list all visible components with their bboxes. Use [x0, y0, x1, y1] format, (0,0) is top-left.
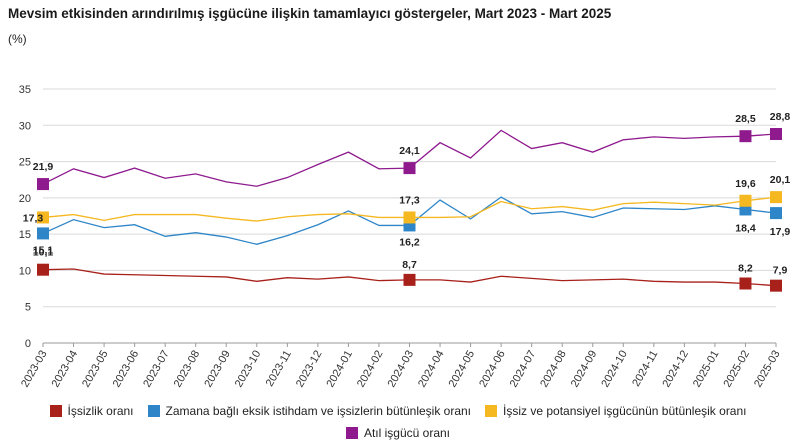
y-tick-label: 30	[19, 120, 31, 132]
x-tick-label: 2023-04	[50, 349, 81, 390]
data-marker	[403, 162, 416, 175]
legend-label: Atıl işgücü oranı	[363, 426, 451, 440]
data-marker	[37, 227, 49, 240]
x-tick-label: 2024-02	[355, 349, 386, 390]
x-tick-label: 2024-09	[569, 349, 600, 390]
x-tick-label: 2024-11	[630, 349, 660, 389]
x-tick-label: 2024-05	[447, 349, 478, 390]
legend-label: Zamana bağlı eksik istihdam ve işsizleri…	[165, 404, 472, 418]
x-tick-label: 2025-02	[721, 349, 752, 390]
x-tick-label: 2024-01	[324, 349, 355, 390]
data-marker	[37, 263, 49, 276]
legend-item: Atıl işgücü oranı	[345, 426, 451, 440]
x-tick-label: 2024-06	[477, 349, 508, 390]
legend-swatch	[485, 405, 498, 417]
data-marker	[770, 191, 782, 204]
x-tick-label: 2023-05	[80, 349, 111, 390]
legend-swatch	[147, 405, 160, 417]
data-label: 24,1	[399, 145, 420, 157]
series-line-4	[42, 129, 777, 187]
data-label: 28,8	[770, 111, 791, 123]
data-marker	[770, 279, 782, 292]
x-tick-label: 2023-11	[264, 349, 294, 389]
y-tick-label: 35	[19, 84, 31, 96]
data-marker	[739, 194, 752, 207]
data-label: 17,3	[399, 194, 420, 206]
x-tick-label: 2023-07	[141, 349, 172, 390]
data-marker	[37, 178, 49, 191]
data-label: 10,1	[33, 247, 54, 259]
y-tick-label: 20	[19, 193, 31, 205]
legend-swatch	[49, 405, 62, 417]
data-label: 16,2	[399, 236, 420, 248]
chart-title: Mevsim etkisinden arındırılmış işgücüne …	[8, 6, 612, 21]
x-tick-label: 2024-04	[416, 349, 447, 390]
x-tick-label: 2024-07	[508, 349, 539, 390]
data-label: 15,1	[33, 244, 54, 256]
x-tick-label: 2023-09	[202, 349, 233, 390]
data-label: 8,7	[402, 259, 417, 271]
data-marker	[37, 211, 49, 224]
legend-item: Zamana bağlı eksik istihdam ve işsizleri…	[147, 404, 472, 418]
data-marker	[770, 127, 782, 140]
data-marker	[770, 207, 782, 220]
x-tick-label: 2024-10	[599, 349, 630, 390]
x-tick-label: 2024-12	[660, 349, 691, 390]
x-tick-label: 2023-03	[19, 349, 50, 390]
data-label: 18,4	[735, 222, 756, 234]
data-marker	[403, 211, 416, 224]
data-label: 8,2	[738, 262, 753, 274]
x-tick-label: 2025-01	[691, 349, 722, 390]
y-tick-label: 0	[25, 338, 31, 350]
y-tick-label: 10	[19, 265, 31, 277]
legend-label: İşsiz ve potansiyel işgücünün bütünleşik…	[503, 404, 747, 418]
y-tick-label: 5	[25, 302, 31, 314]
data-label: 28,5	[735, 113, 756, 125]
legend-item: İşsiz ve potansiyel işgücünün bütünleşik…	[485, 404, 747, 418]
legend-label: İşsizlik oranı	[67, 404, 134, 418]
x-tick-label: 2024-03	[386, 349, 417, 390]
x-tick-label: 2023-12	[294, 349, 325, 390]
x-tick-label: 2023-08	[172, 349, 203, 390]
data-label: 20,1	[770, 174, 791, 186]
data-label: 19,6	[735, 178, 756, 190]
unit-label: (%)	[8, 32, 27, 46]
data-marker	[739, 277, 752, 290]
data-marker	[403, 273, 416, 286]
y-tick-label: 15	[19, 229, 31, 241]
x-tick-label: 2025-03	[752, 349, 783, 390]
legend-swatch	[345, 427, 358, 439]
data-marker	[739, 130, 752, 143]
x-tick-label: 2023-06	[111, 349, 142, 390]
data-label: 17,9	[770, 226, 791, 238]
x-tick-label: 2023-10	[233, 349, 264, 390]
x-tick-label: 2024-08	[538, 349, 569, 390]
data-label: 21,9	[33, 161, 54, 173]
y-tick-label: 25	[19, 157, 31, 169]
data-label: 17,3	[23, 212, 44, 224]
data-label: 7,9	[773, 265, 788, 277]
legend-item: İşsizlik oranı	[49, 404, 134, 418]
